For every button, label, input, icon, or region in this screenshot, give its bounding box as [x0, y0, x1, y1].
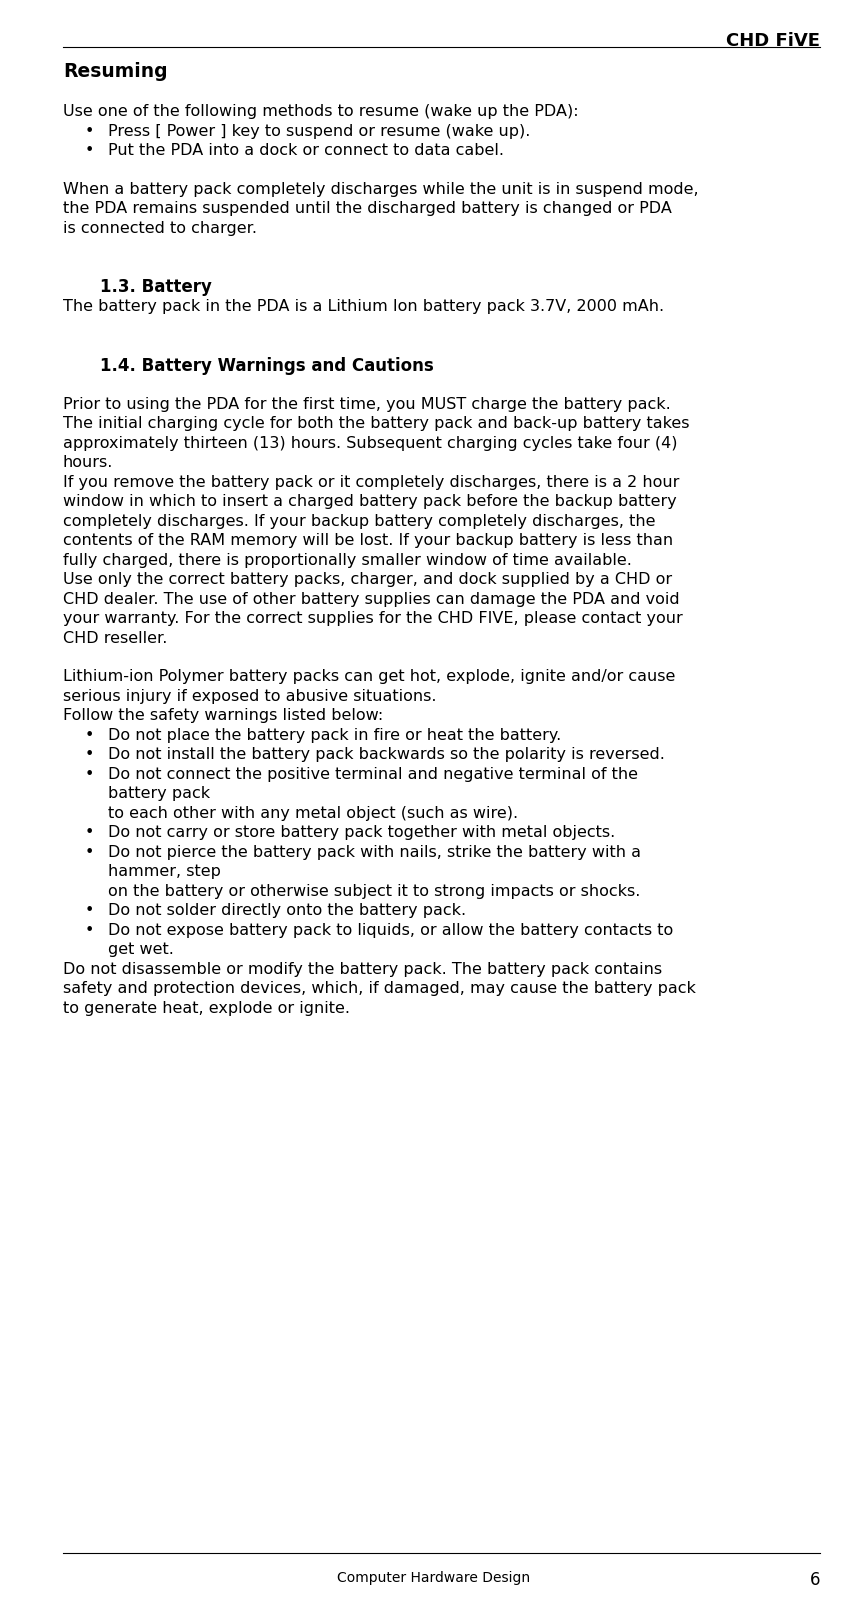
Text: on the battery or otherwise subject it to strong impacts or shocks.: on the battery or otherwise subject it t… — [108, 883, 641, 899]
Text: fully charged, there is proportionally smaller window of time available.: fully charged, there is proportionally s… — [63, 553, 632, 567]
Text: to generate heat, explode or ignite.: to generate heat, explode or ignite. — [63, 1000, 350, 1016]
Text: The battery pack in the PDA is a Lithium Ion battery pack 3.7V, 2000 mAh.: The battery pack in the PDA is a Lithium… — [63, 299, 664, 315]
Text: 1.4. Battery Warnings and Cautions: 1.4. Battery Warnings and Cautions — [100, 356, 434, 375]
Text: Lithium-ion Polymer battery packs can get hot, explode, ignite and/or cause: Lithium-ion Polymer battery packs can ge… — [63, 669, 675, 684]
Text: Use only the correct battery packs, charger, and dock supplied by a CHD or: Use only the correct battery packs, char… — [63, 572, 672, 588]
Text: Computer Hardware Design: Computer Hardware Design — [338, 1571, 530, 1584]
Text: 1.3. Battery: 1.3. Battery — [100, 278, 212, 295]
Text: •: • — [85, 728, 95, 743]
Text: 6: 6 — [810, 1571, 820, 1589]
Text: safety and protection devices, which, if damaged, may cause the battery pack: safety and protection devices, which, if… — [63, 981, 696, 997]
Text: battery pack: battery pack — [108, 786, 210, 802]
Text: If you remove the battery pack or it completely discharges, there is a 2 hour: If you remove the battery pack or it com… — [63, 474, 680, 490]
Text: your warranty. For the correct supplies for the CHD FIVE, please contact your: your warranty. For the correct supplies … — [63, 612, 683, 626]
Text: contents of the RAM memory will be lost. If your backup battery is less than: contents of the RAM memory will be lost.… — [63, 533, 673, 548]
Text: the PDA remains suspended until the discharged battery is changed or PDA: the PDA remains suspended until the disc… — [63, 201, 672, 216]
Text: •: • — [85, 923, 95, 937]
Text: Press [ Power ] key to suspend or resume (wake up).: Press [ Power ] key to suspend or resume… — [108, 123, 530, 139]
Text: hammer, step: hammer, step — [108, 864, 220, 878]
Text: The initial charging cycle for both the battery pack and back-up battery takes: The initial charging cycle for both the … — [63, 415, 689, 431]
Text: to each other with any metal object (such as wire).: to each other with any metal object (suc… — [108, 805, 518, 821]
Text: Do not connect the positive terminal and negative terminal of the: Do not connect the positive terminal and… — [108, 767, 638, 781]
Text: CHD FiVE: CHD FiVE — [726, 32, 820, 50]
Text: approximately thirteen (13) hours. Subsequent charging cycles take four (4): approximately thirteen (13) hours. Subse… — [63, 436, 678, 450]
Text: CHD reseller.: CHD reseller. — [63, 631, 168, 645]
Text: Prior to using the PDA for the first time, you MUST charge the battery pack.: Prior to using the PDA for the first tim… — [63, 396, 671, 412]
Text: Follow the safety warnings listed below:: Follow the safety warnings listed below: — [63, 707, 384, 723]
Text: Do not carry or store battery pack together with metal objects.: Do not carry or store battery pack toget… — [108, 826, 615, 840]
Text: •: • — [85, 767, 95, 781]
Text: •: • — [85, 123, 95, 139]
Text: Put the PDA into a dock or connect to data cabel.: Put the PDA into a dock or connect to da… — [108, 144, 504, 158]
Text: When a battery pack completely discharges while the unit is in suspend mode,: When a battery pack completely discharge… — [63, 182, 699, 196]
Text: Do not pierce the battery pack with nails, strike the battery with a: Do not pierce the battery pack with nail… — [108, 845, 641, 859]
Text: •: • — [85, 747, 95, 762]
Text: serious injury if exposed to abusive situations.: serious injury if exposed to abusive sit… — [63, 688, 437, 704]
Text: Resuming: Resuming — [63, 62, 168, 81]
Text: CHD dealer. The use of other battery supplies can damage the PDA and void: CHD dealer. The use of other battery sup… — [63, 591, 680, 607]
Text: get wet.: get wet. — [108, 942, 174, 957]
Text: window in which to insert a charged battery pack before the backup battery: window in which to insert a charged batt… — [63, 493, 677, 509]
Text: •: • — [85, 144, 95, 158]
Text: •: • — [85, 902, 95, 918]
Text: Do not solder directly onto the battery pack.: Do not solder directly onto the battery … — [108, 902, 466, 918]
Text: Use one of the following methods to resume (wake up the PDA):: Use one of the following methods to resu… — [63, 104, 579, 120]
Text: Do not disassemble or modify the battery pack. The battery pack contains: Do not disassemble or modify the battery… — [63, 961, 662, 976]
Text: Do not place the battery pack in fire or heat the battery.: Do not place the battery pack in fire or… — [108, 728, 562, 743]
Text: •: • — [85, 845, 95, 859]
Text: Do not expose battery pack to liquids, or allow the battery contacts to: Do not expose battery pack to liquids, o… — [108, 923, 674, 937]
Text: hours.: hours. — [63, 455, 114, 470]
Text: Do not install the battery pack backwards so the polarity is reversed.: Do not install the battery pack backward… — [108, 747, 665, 762]
Text: is connected to charger.: is connected to charger. — [63, 220, 257, 235]
Text: •: • — [85, 826, 95, 840]
Text: completely discharges. If your backup battery completely discharges, the: completely discharges. If your backup ba… — [63, 514, 655, 529]
